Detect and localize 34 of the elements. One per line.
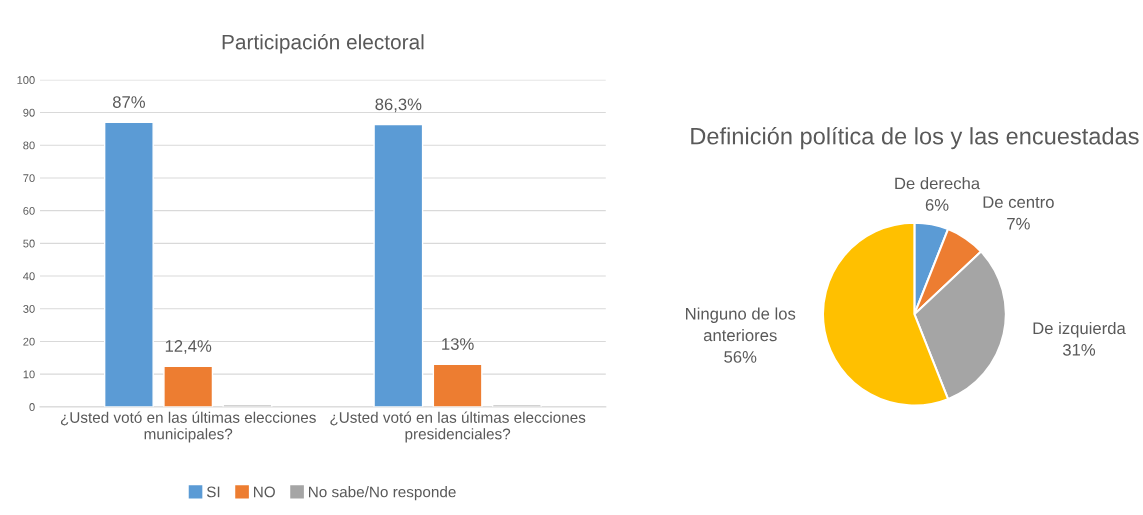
slice-label: De centro: [983, 196, 1054, 209]
y-tick-label: 70: [23, 174, 35, 183]
y-tick-label: 40: [23, 272, 35, 281]
data-label: 56%: [724, 351, 757, 363]
bar: [432, 363, 483, 407]
slice-label: De derecha: [895, 177, 981, 190]
y-tick-label: 20: [23, 337, 35, 346]
legend-label: NO: [254, 486, 275, 498]
y-tick-label: 0: [29, 403, 35, 411]
data-label: 6%: [925, 199, 949, 211]
legend-label: SI: [206, 486, 220, 498]
data-label: 12,4%: [165, 340, 212, 354]
slice-label: De izquierda: [1033, 321, 1126, 338]
legend-label: No sabe/No responde: [309, 486, 456, 501]
data-label: 31%: [1062, 343, 1096, 356]
x-tick-label: ¿Usted votó en las últimas elecciones presidenciales?: [330, 411, 586, 443]
bar: [163, 365, 214, 407]
data-label: 87%: [112, 96, 145, 108]
y-tick-label: 90: [23, 108, 35, 117]
chart-title: Definición política de los y las encuestadas: [691, 126, 1139, 150]
bar: [103, 121, 154, 407]
y-tick-label: 30: [23, 305, 35, 313]
y-tick-label: 80: [23, 141, 35, 150]
y-tick-label: 10: [23, 370, 35, 379]
bar: [373, 123, 424, 407]
y-tick-label: 50: [23, 239, 35, 248]
slice-label: Ninguno de los anteriores: [686, 307, 796, 342]
chart-title: Participación electoral: [222, 33, 424, 54]
data-label: 86,3%: [375, 98, 422, 113]
y-tick-label: 100: [17, 76, 35, 84]
data-label: 7%: [1007, 217, 1030, 230]
data-label: 13%: [442, 338, 474, 350]
x-tick-label: ¿Usted votó en las últimas elecciones municipales?: [60, 411, 316, 443]
y-tick-label: 60: [23, 206, 35, 215]
